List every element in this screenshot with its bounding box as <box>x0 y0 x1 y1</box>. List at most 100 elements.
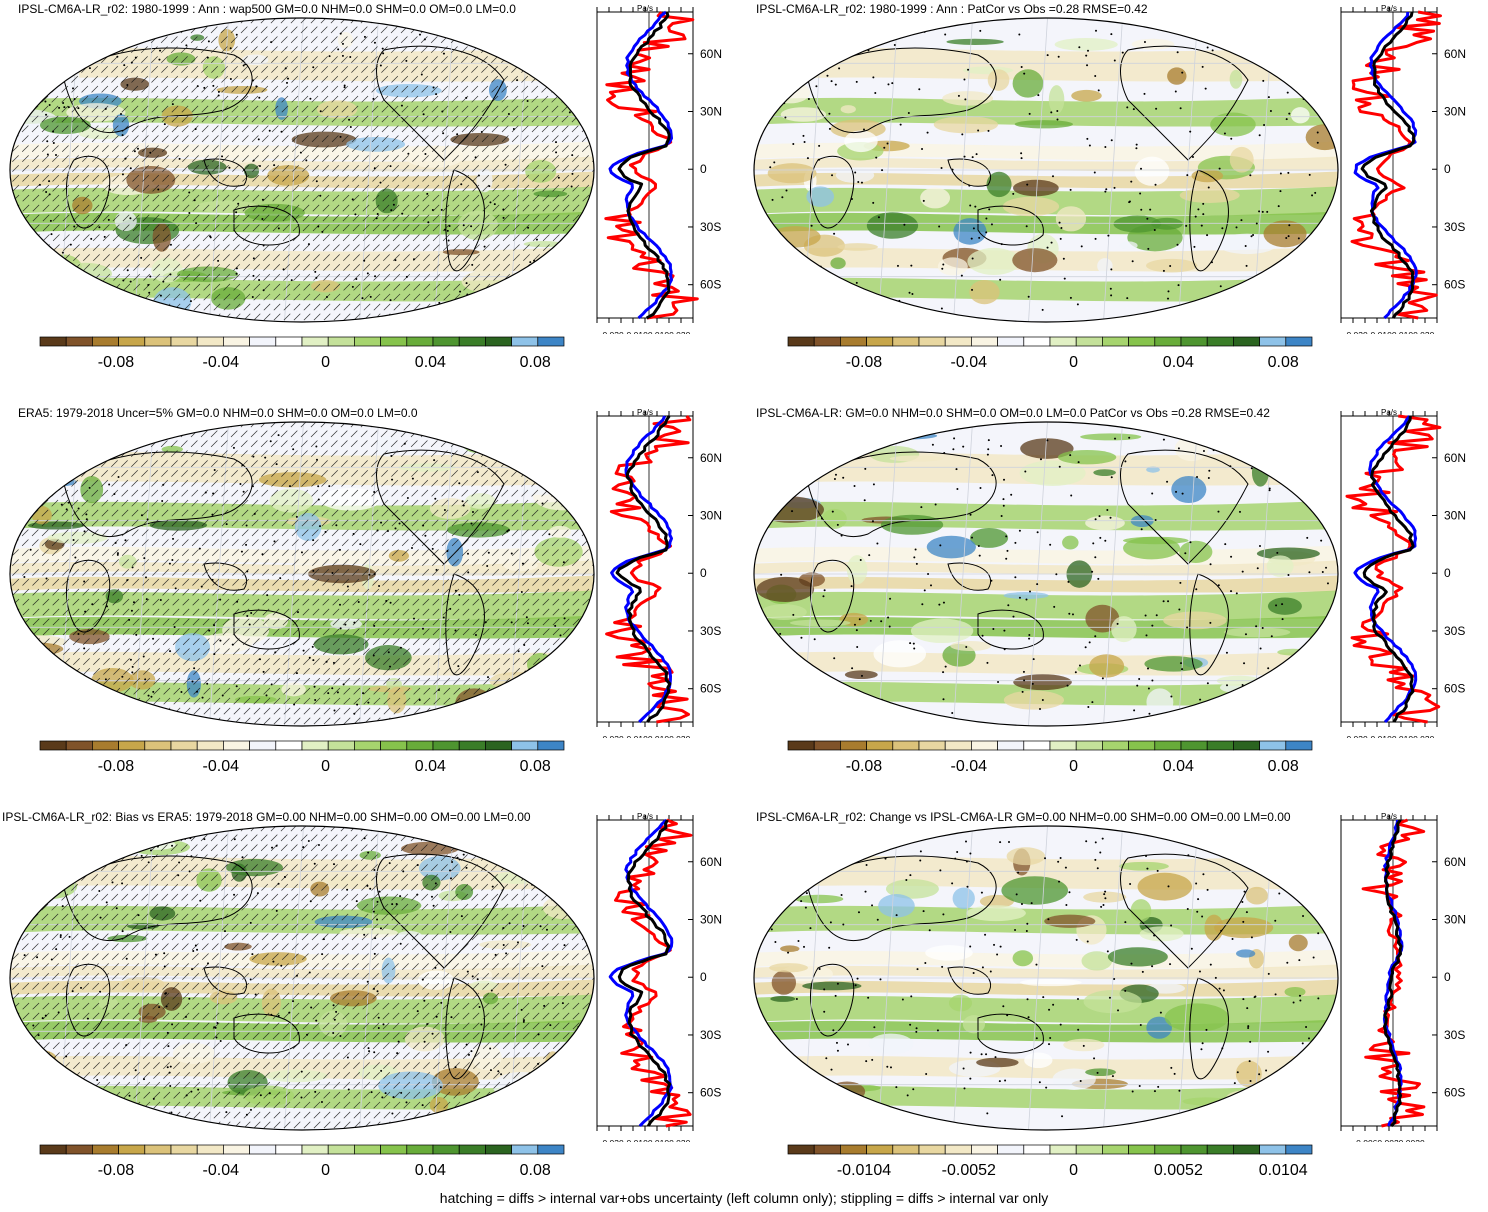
stipple-dot <box>346 1056 349 1059</box>
stipple-dot <box>499 453 502 456</box>
stipple-dot <box>300 551 303 554</box>
map-plot <box>9 421 595 727</box>
hatch-line <box>303 18 594 322</box>
stipple-dot <box>775 481 778 484</box>
hatch-line <box>353 422 594 726</box>
stipple-dot <box>163 123 166 126</box>
stipple-dot <box>423 999 426 1002</box>
stipple-dot <box>460 915 463 918</box>
stipple-dot <box>1100 905 1103 908</box>
coastline <box>445 169 485 272</box>
stipple-dot <box>384 1092 387 1095</box>
colorbar-label: -0.0104 <box>837 1162 891 1179</box>
stipple-dot <box>767 275 770 278</box>
stipple-dot <box>951 711 954 714</box>
stipple-dot <box>783 1098 786 1101</box>
stipple-dot <box>1317 997 1320 1000</box>
stipple-dot <box>828 946 831 949</box>
stipple-dot <box>528 470 531 473</box>
stipple-dot <box>823 1010 826 1013</box>
stipple-dot <box>268 129 271 132</box>
hatch-line <box>63 18 385 322</box>
stipple-dot <box>1020 65 1023 68</box>
panel-title: IPSL-CM6A-LR: GM=0.0 NHM=0.0 SHM=0.0 OM=… <box>756 406 1270 420</box>
stipple-dot <box>867 996 870 999</box>
field-band <box>10 276 594 302</box>
stipple-dot <box>355 277 358 280</box>
graticule-line <box>208 422 230 726</box>
stipple-dot <box>168 562 171 565</box>
stipple-dot <box>920 506 923 509</box>
stipple-dot <box>1104 890 1107 893</box>
stipple-dot <box>969 945 972 948</box>
stipple-dot <box>994 1056 997 1059</box>
stipple-dot <box>786 300 789 303</box>
stipple-dot <box>321 230 324 233</box>
stipple-dot <box>64 299 67 302</box>
stipple-dot <box>971 257 974 260</box>
stipple-dot <box>916 968 919 971</box>
field-blob <box>948 994 973 1012</box>
stipple-dot <box>558 1097 561 1100</box>
stipple-dot <box>370 1091 373 1094</box>
stipple-dot <box>769 166 772 169</box>
stipple-dot <box>1312 956 1315 959</box>
lat-label: 30S <box>700 220 721 234</box>
stipple-dot <box>1039 708 1042 711</box>
field-blob <box>31 506 52 525</box>
stipple-dot <box>980 1053 983 1056</box>
stipple-dot <box>57 862 60 865</box>
stipple-dot <box>198 547 201 550</box>
lat-label: 60S <box>1444 278 1465 292</box>
stipple-dot <box>789 80 792 83</box>
stipple-dot <box>331 687 334 690</box>
stipple-dot <box>943 452 946 455</box>
field-blob <box>1062 535 1079 550</box>
field-blob <box>317 876 383 887</box>
colorbar-swatch <box>1233 336 1260 347</box>
stipple-dot <box>969 1051 972 1054</box>
colorbar-swatch <box>485 336 512 347</box>
stipple-dot <box>460 183 463 186</box>
stipple-dot <box>1059 857 1062 860</box>
stipple-dot <box>1047 918 1050 921</box>
stipple-dot <box>296 611 299 614</box>
hatch-line <box>10 18 265 322</box>
stipple-dot <box>300 1096 303 1099</box>
stipple-dot <box>1027 295 1030 298</box>
stipple-dot <box>1094 858 1097 861</box>
stipple-dot <box>1020 152 1023 155</box>
stipple-dot <box>940 166 943 169</box>
stipple-dot <box>394 259 397 262</box>
stipple-dot <box>1229 840 1232 843</box>
field-blob <box>1284 986 1306 997</box>
hatch-line <box>133 826 455 1130</box>
stipple-dot <box>1285 118 1288 121</box>
stipple-dot <box>126 269 129 272</box>
stipple-dot <box>471 975 474 978</box>
stipple-dot <box>431 209 434 212</box>
hatch-line <box>10 826 175 1130</box>
hatch-line <box>10 18 225 322</box>
colorbar-swatch <box>485 1144 512 1155</box>
stipple-dot <box>779 632 782 635</box>
stipple-dot <box>1078 46 1081 49</box>
stipple-dot <box>376 900 379 903</box>
stipple-dot <box>980 891 983 894</box>
field-band <box>10 615 594 639</box>
field-blob <box>151 257 183 283</box>
stipple-dot <box>1297 237 1300 240</box>
hatch-line <box>93 422 415 726</box>
coastline <box>1120 449 1249 565</box>
stipple-dot <box>49 74 52 77</box>
stipple-dot <box>456 856 459 859</box>
stipple-dot <box>956 850 959 853</box>
stipple-dot <box>979 29 982 32</box>
stipple-dot <box>990 223 993 226</box>
stipple-dot <box>1030 902 1033 905</box>
stipple-dot <box>363 35 366 38</box>
stipple-dot <box>1185 224 1188 227</box>
stipple-dot <box>313 862 316 865</box>
stipple-dot <box>1259 647 1262 650</box>
stipple-dot <box>999 841 1002 844</box>
